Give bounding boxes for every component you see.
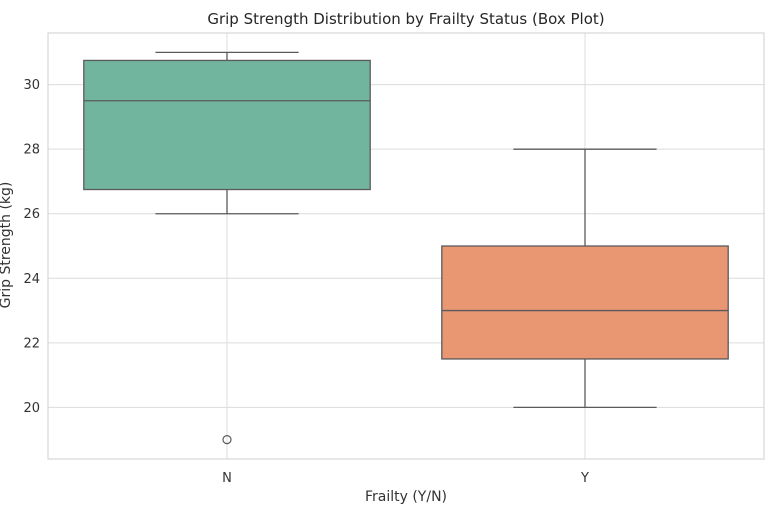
box-body-N — [83, 59, 371, 191]
y-axis-label: Grip Strength (kg) — [0, 182, 14, 309]
box-body-Y — [441, 245, 729, 360]
x-axis-label: Frailty (Y/N) — [365, 489, 447, 505]
y-tick-label-26: 26 — [23, 207, 40, 222]
tick-labels: 20 22 24 26 28 30 N Y — [23, 78, 589, 486]
y-tick-label-22: 22 — [23, 336, 40, 351]
y-tick-label-24: 24 — [23, 272, 40, 287]
y-tick-label-28: 28 — [23, 143, 40, 158]
chart-title: Grip Strength Distribution by Frailty St… — [207, 10, 604, 28]
y-tick-label-20: 20 — [23, 401, 40, 416]
plot-frame — [47, 32, 765, 460]
x-tick-label-Y: Y — [580, 471, 589, 486]
box-Y — [441, 148, 729, 409]
outlier-N-0 — [222, 435, 232, 445]
box-N — [83, 51, 371, 445]
x-tick-label-N: N — [222, 471, 232, 486]
boxes-layer — [83, 51, 729, 445]
y-tick-label-30: 30 — [23, 78, 40, 93]
